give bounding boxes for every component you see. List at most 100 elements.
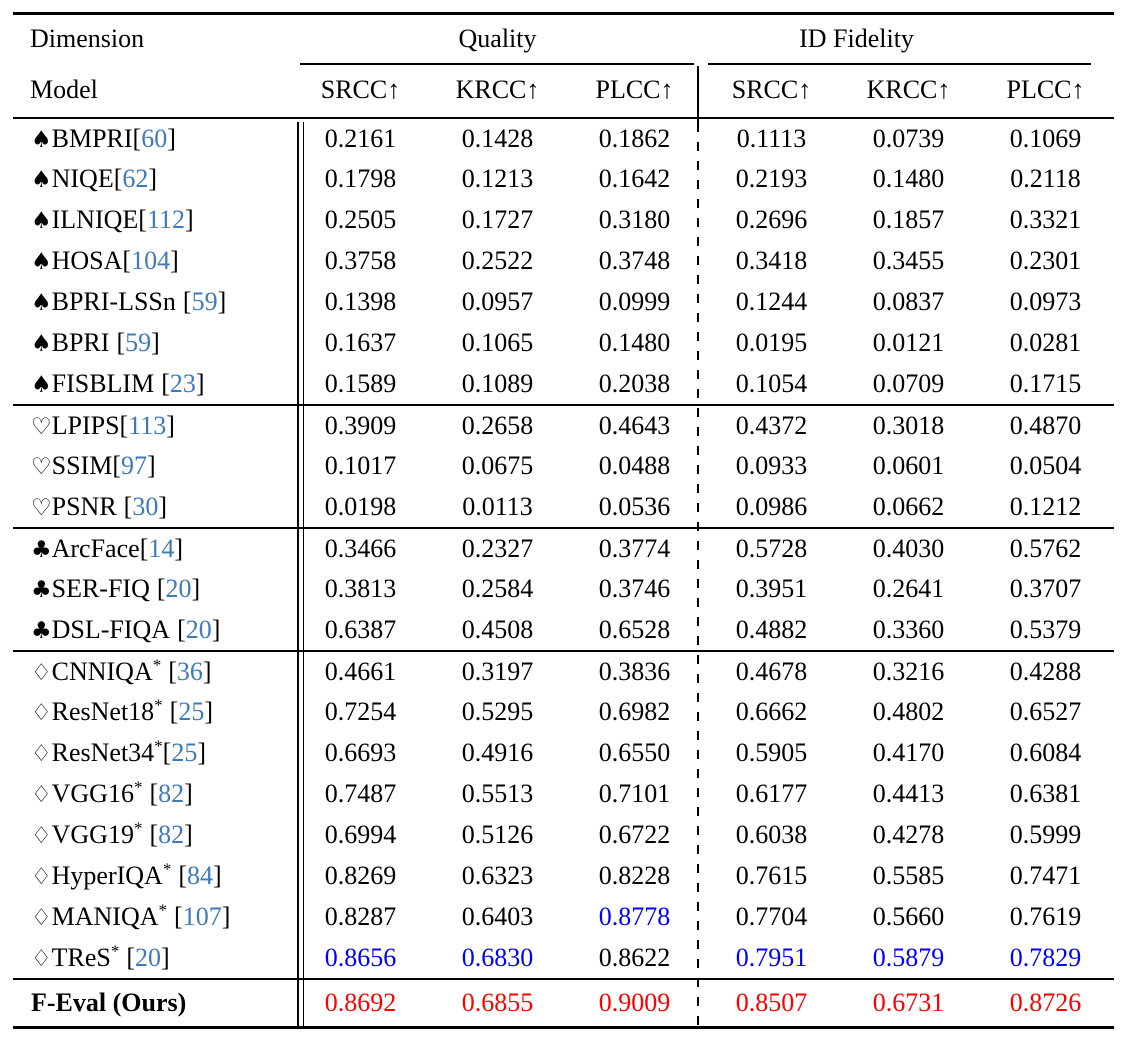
citation-link[interactable]: [36] [168,657,211,686]
metric-value: 0.6722 [598,820,671,849]
citation-link[interactable]: [59] [183,287,226,316]
metric-value: 0.2193 [735,164,808,193]
citation-close-bracket: ] [211,614,221,644]
metric-value: 0.6693 [324,738,397,767]
metric-value: 0.3455 [872,246,945,275]
metric-value: 0.2641 [872,574,945,603]
metric-value: 0.2118 [1010,164,1081,193]
citation-number: 59 [125,328,152,357]
citation-close-bracket: ] [191,574,201,603]
citation-link[interactable]: [20] [177,615,220,644]
citation-link[interactable]: [62] [114,164,157,193]
citation-link[interactable]: [59] [116,328,159,357]
model-name: VGG19 [51,820,134,849]
metric-value: 0.1480 [598,328,671,357]
citation-link[interactable]: [104] [122,246,178,275]
metric-value: 0.8507 [735,987,808,1017]
citation-link[interactable]: [14] [140,534,183,563]
citation-link[interactable]: [30] [124,492,167,521]
metric-value: 0.4413 [872,779,945,808]
citation-link[interactable]: [112] [138,205,193,234]
metric-value: 0.0195 [735,328,808,357]
table-row: ♢CNNIQA* [36] 0.4661 0.3197 0.3836 0.4678 0.32… [13,651,1114,692]
metric-value: 0.7471 [1009,861,1082,890]
citation-link[interactable]: [25] [163,738,206,767]
model-header: Model [13,63,292,119]
club-suit-icon: ♣ [31,536,52,563]
metric-value: 0.3951 [735,574,808,603]
metric-value: 0.4916 [461,738,534,767]
model-name: TReS [51,942,111,972]
table-row: ♠HOSA[104] 0.3758 0.2522 0.3748 0.3418 0.3455… [13,241,1114,282]
results-table: Dimension Quality ID Fidelity Model SRCC… [13,12,1115,1029]
citation-link[interactable]: [84] [178,861,221,890]
table-row: ♢ResNet18* [25] 0.7254 0.5295 0.6982 0.6662 0.… [13,692,1114,733]
citation-close-bracket: ] [151,328,160,357]
table-row: ♠BPRI [59] 0.1637 0.1065 0.1480 0.0195 0.0121 0… [13,323,1114,364]
citation-open-bracket: [ [119,410,129,440]
citation-number: 84 [186,861,213,890]
metric-value: 0.2327 [461,533,534,563]
metric-value: 0.1398 [324,287,397,316]
table-row: ♠BPRI-LSSn [59] 0.1398 0.0957 0.0999 0.1244 0.… [13,282,1114,323]
metric-value: 0.7951 [735,942,808,972]
spade-suit-icon: ♠ [31,208,52,234]
heart-suit-icon: ♡ [31,494,52,521]
metric-value: 0.6084 [1009,738,1082,767]
metric-value: 0.5660 [872,902,945,931]
model-name: PSNR [51,491,117,521]
citation-link[interactable]: [97] [112,451,155,480]
diamond-suit-icon: ♢ [31,905,52,931]
metric-value: 0.6387 [324,614,397,644]
table-row: ♠BMPRI[60] 0.2161 0.1428 0.1862 0.1113 0.0739… [13,118,1114,159]
metric-value: 0.3360 [872,614,945,644]
spade-suit-icon: ♠ [31,126,52,153]
model-name: FISBLIM [51,368,155,398]
table-row: ♡PSNR [30] 0.0198 0.0113 0.0536 0.0986 0.0662 0… [13,487,1114,528]
metric-value: 0.5879 [872,942,945,972]
citation-link[interactable]: [25] [170,697,213,726]
metric-value: 0.6994 [324,820,397,849]
citation-link[interactable]: [82] [149,779,192,808]
citation-open-bracket: [ [149,779,159,808]
citation-close-bracket: ] [217,287,227,316]
metric-value: 0.7704 [735,902,808,931]
citation-link[interactable]: [60] [133,124,176,153]
group-header-row: Dimension Quality ID Fidelity [13,14,1114,64]
diamond-suit-icon: ♢ [31,741,52,767]
metric-value: 0.1065 [461,328,534,357]
citation-link[interactable]: [82] [149,820,192,849]
citation-link[interactable]: [23] [161,369,204,398]
model-name: HyperIQA [51,861,163,890]
metric-value: 0.3707 [1009,574,1082,603]
metric-value: 0.3018 [872,410,945,440]
metric-value: 0.0999 [598,287,671,316]
model-name: SSIM [51,451,113,480]
citation-link[interactable]: [20] [157,574,200,603]
metric-value: 0.4372 [735,410,808,440]
diamond-suit-icon: ♢ [31,700,52,726]
model-cell: ♢VGG19* [82] [13,815,292,856]
model-cell: ♣ArcFace[14] [13,528,292,569]
metric-value: 0.7829 [1009,942,1082,972]
citation-open-bracket: [ [138,205,147,234]
section-heart-group: ♡LPIPS[113] 0.3909 0.2658 0.4643 0.4372 0.301… [13,404,1115,528]
metric-value: 0.0113 [462,491,533,521]
citation-close-bracket: ] [195,368,205,398]
citation-link[interactable]: [107] [174,902,230,931]
metric-value: 0.6381 [1009,779,1082,808]
metric-value: 0.1244 [735,287,808,316]
metric-value: 0.4661 [324,656,397,686]
metric-value: 0.6830 [461,942,534,972]
table-row: ♣DSL-FIQA [20] 0.6387 0.4508 0.6528 0.4882 0.3… [13,610,1114,651]
star-superscript: * [154,695,163,715]
model-name: CNNIQA [51,656,153,686]
citation-link[interactable]: [20] [126,943,169,972]
citation-link[interactable]: [113] [120,411,175,440]
table-row: ♢ResNet34*[25] 0.6693 0.4916 0.6550 0.5905 0.… [13,733,1114,774]
diamond-suit-icon: ♢ [31,864,52,890]
citation-open-bracket: [ [139,533,149,563]
citation-number: 20 [185,614,212,644]
model-name: HOSA [51,246,123,275]
citation-number: 112 [146,205,185,234]
